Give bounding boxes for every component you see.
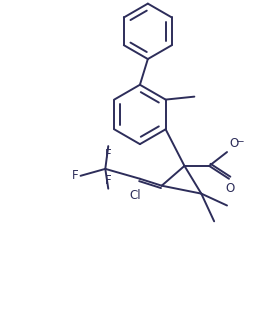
Text: Cl: Cl [129, 189, 141, 202]
Text: F: F [72, 169, 78, 182]
Text: O: O [229, 137, 238, 150]
Text: F: F [105, 148, 111, 161]
Text: F: F [105, 174, 111, 187]
Text: −: − [236, 137, 245, 147]
Text: O: O [225, 182, 235, 195]
